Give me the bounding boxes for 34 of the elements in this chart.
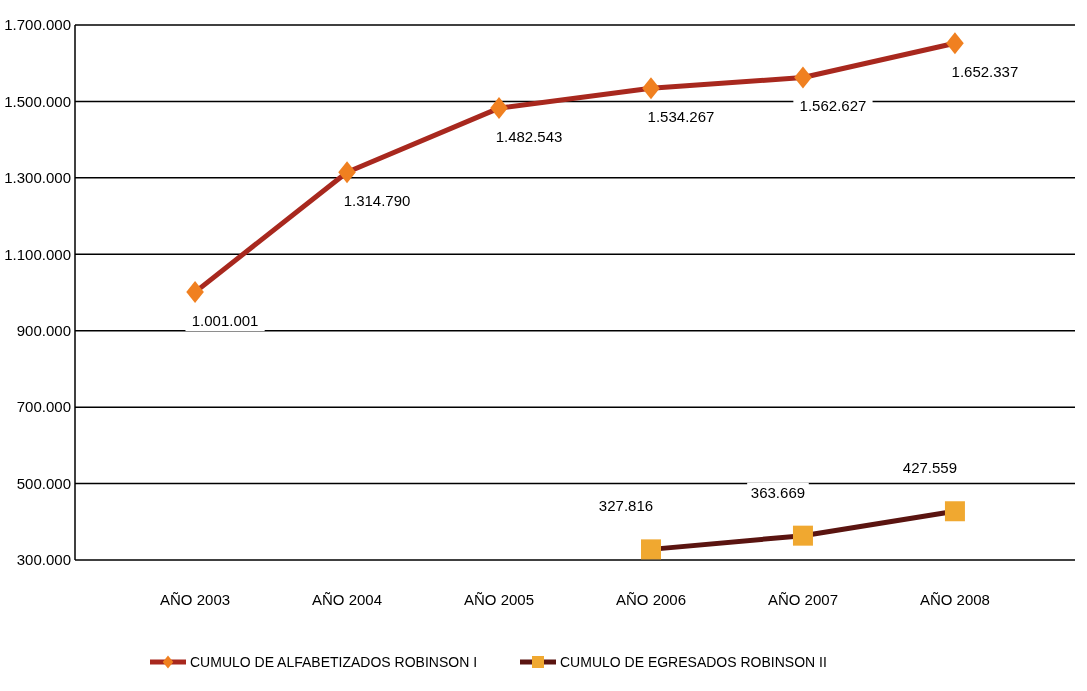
data-label: 1.534.267 xyxy=(647,108,715,126)
y-tick-label: 1.700.000 xyxy=(4,16,71,34)
data-label: 363.669 xyxy=(750,483,806,501)
point xyxy=(794,66,812,89)
x-tick-label: AÑO 2003 xyxy=(160,591,231,608)
y-tick-label: 1.300.000 xyxy=(4,169,71,187)
y-tick-label: 700.000 xyxy=(16,398,71,416)
data-label: 427.559 xyxy=(902,459,958,477)
data-label: 1.482.543 xyxy=(495,128,563,146)
data-label: 1.652.337 xyxy=(951,63,1019,81)
y-tick-label: 500.000 xyxy=(16,474,71,492)
y-tick-label: 1.100.000 xyxy=(4,245,71,263)
x-tick-label: AÑO 2004 xyxy=(312,591,383,608)
point xyxy=(640,539,661,560)
legend-label: CUMULO DE EGRESADOS ROBINSON II xyxy=(560,653,827,670)
point xyxy=(792,525,813,546)
x-tick-label: AÑO 2006 xyxy=(615,591,687,608)
y-tick-label: 900.000 xyxy=(16,321,71,339)
point xyxy=(186,281,204,304)
data-label: 327.816 xyxy=(598,497,654,515)
point xyxy=(490,97,508,120)
data-label: 1.001.001 xyxy=(191,312,259,330)
y-tick-label: 300.000 xyxy=(16,551,71,569)
point xyxy=(642,77,660,100)
point xyxy=(944,501,965,522)
x-tick-label: AÑO 2005 xyxy=(463,591,535,608)
data-label: 1.562.627 xyxy=(799,97,867,115)
x-tick-label: AÑO 2007 xyxy=(767,591,838,608)
data-label: 1.314.790 xyxy=(343,192,411,210)
y-tick-label: 1.500.000 xyxy=(4,92,71,110)
legend-label: CUMULO DE ALFABETIZADOS ROBINSON I xyxy=(190,653,478,670)
point xyxy=(338,161,356,184)
point xyxy=(946,32,964,55)
x-tick-label: AÑO 2008 xyxy=(919,591,990,608)
